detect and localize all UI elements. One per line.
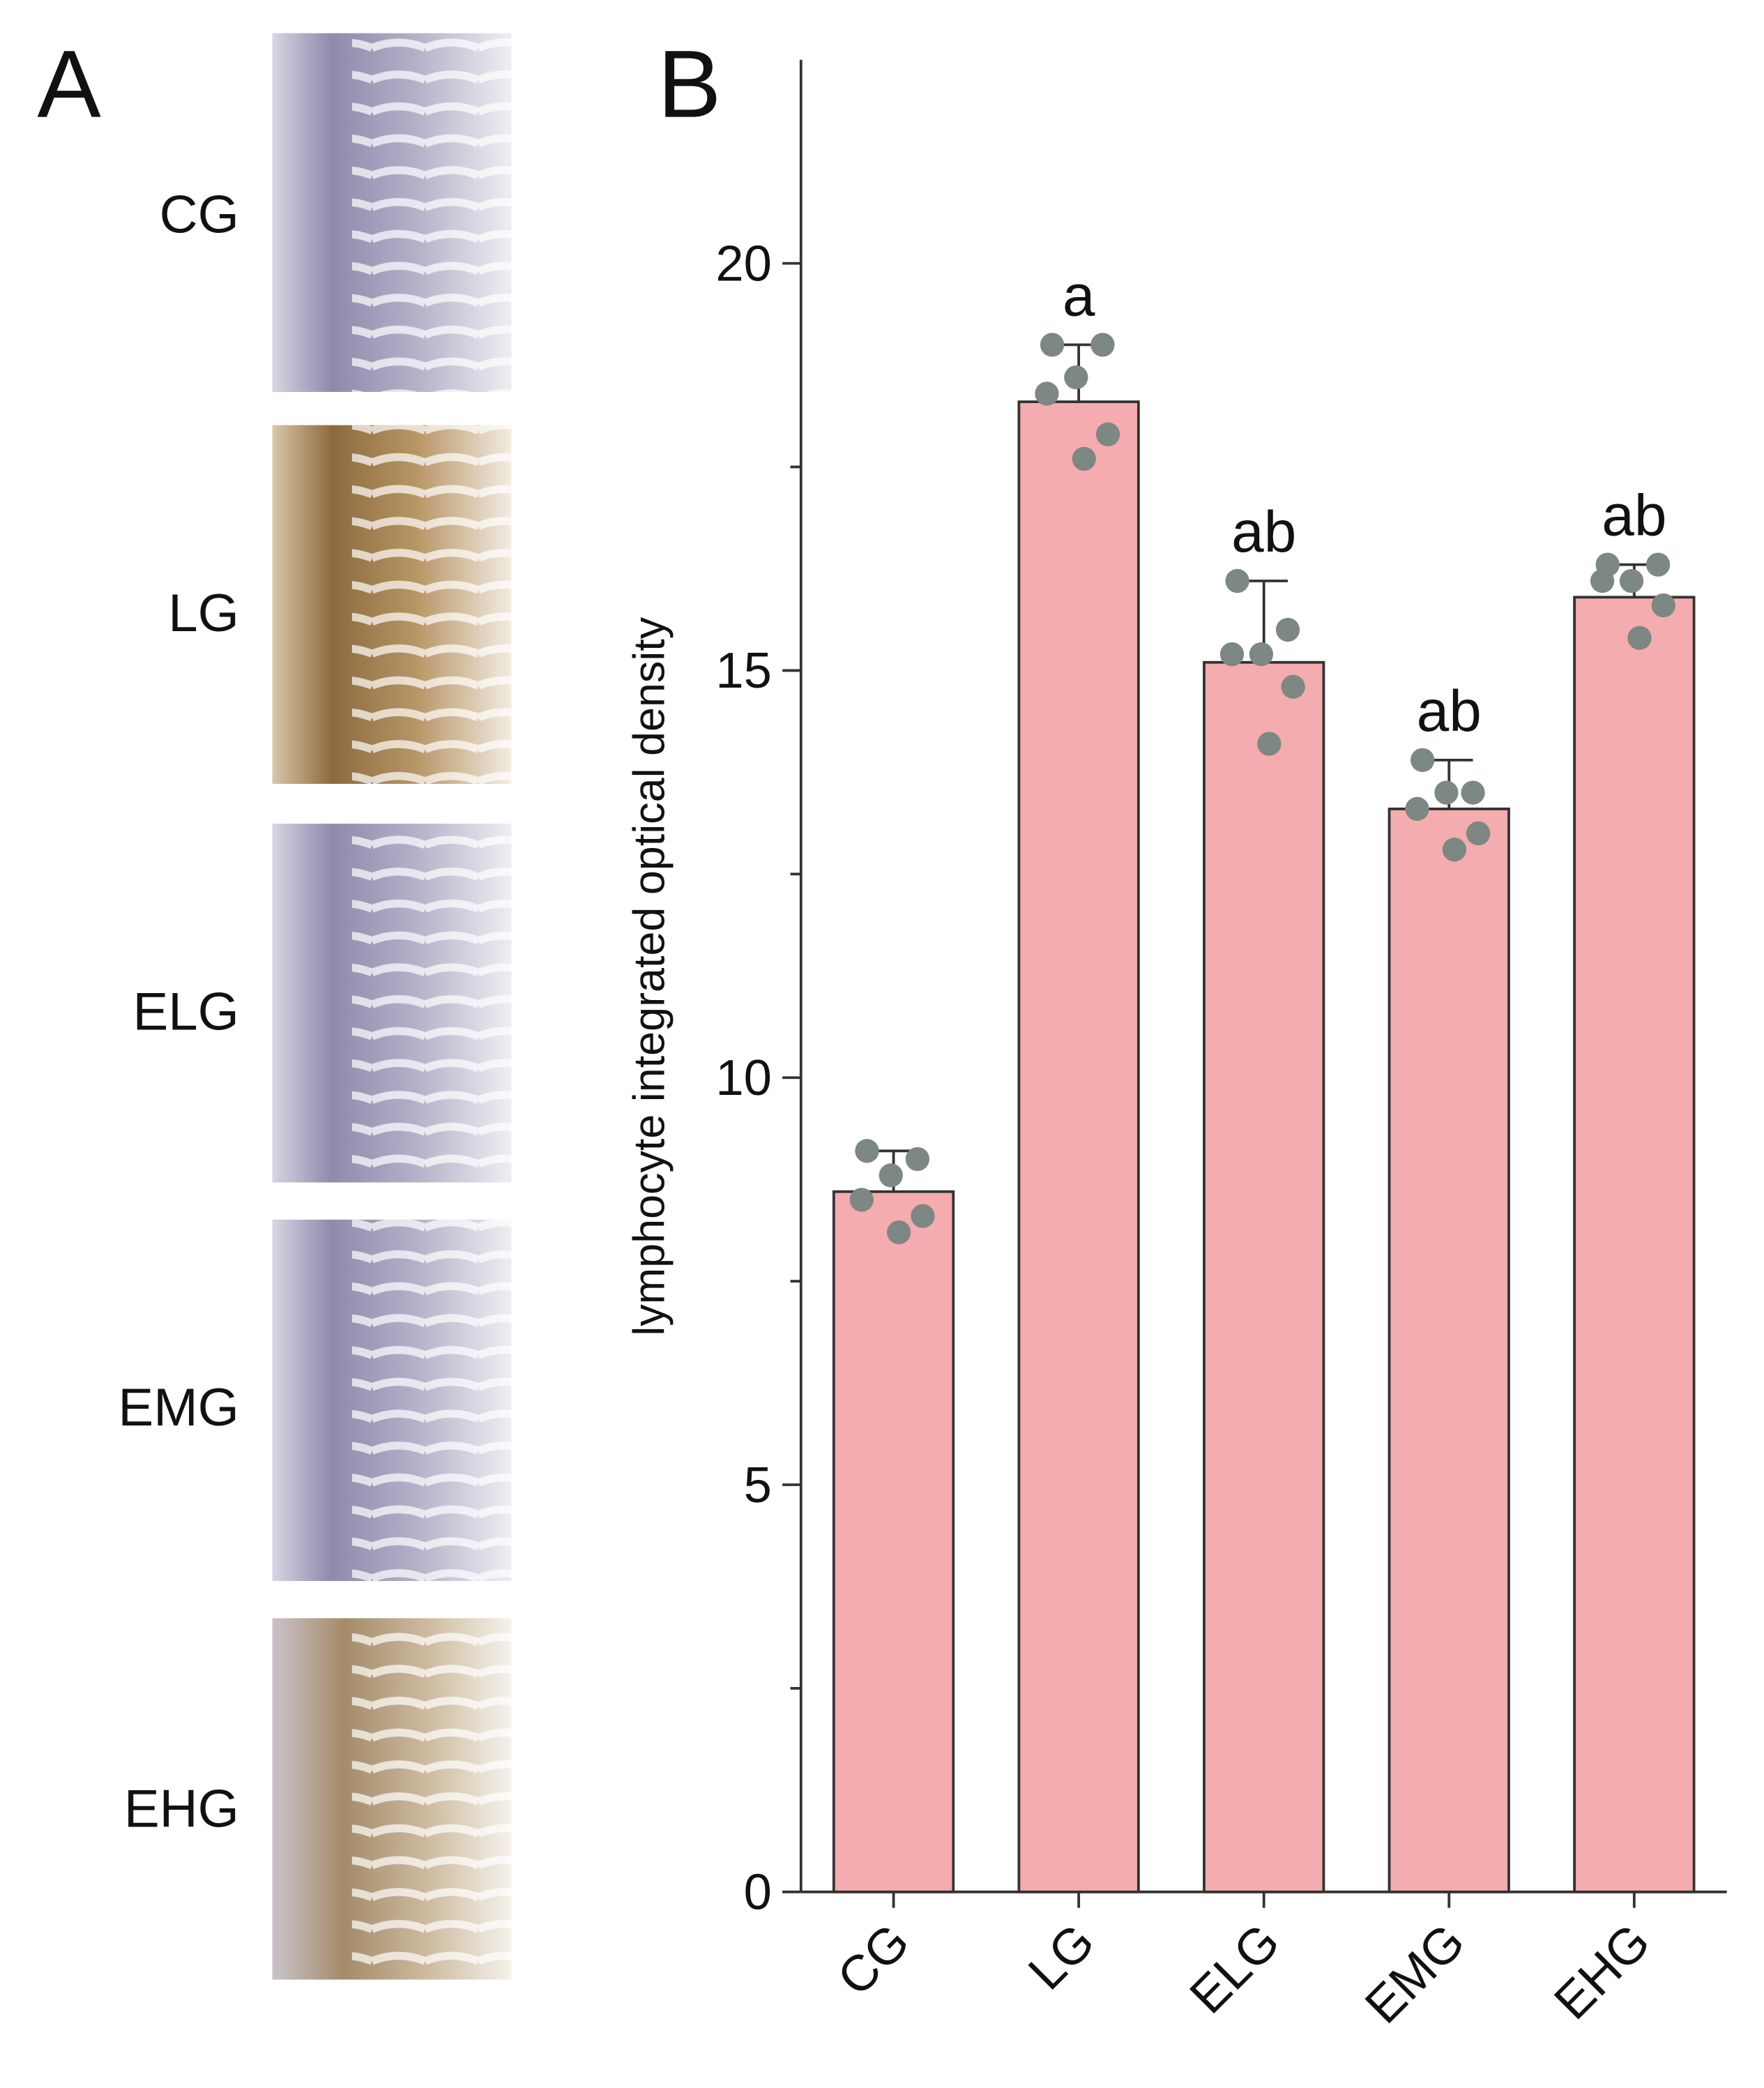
data-point: [855, 1139, 879, 1163]
data-point: [1645, 552, 1671, 577]
bar: [1573, 596, 1696, 1893]
significance-label: ab: [1417, 678, 1482, 743]
panel-label: A: [37, 31, 101, 138]
data-point: [1040, 333, 1065, 357]
data-point: [1064, 365, 1088, 390]
x-tick-label: EHG: [1544, 1913, 1661, 2030]
image-texture: [351, 425, 512, 784]
panel-a: A CG LG ELG EMG EHG: [37, 31, 512, 1980]
data-point: [1072, 446, 1096, 471]
bar: [832, 1190, 955, 1893]
data-point: [1627, 626, 1652, 650]
image-texture: [351, 1219, 512, 1582]
sample-label: ELG: [132, 982, 238, 1041]
data-point: [1095, 422, 1120, 446]
y-tick-label: 0: [744, 1864, 772, 1921]
data-point: [1411, 748, 1435, 773]
data-point: [1405, 796, 1429, 822]
significance-label: ab: [1231, 499, 1296, 564]
x-tick-label: LG: [1018, 1913, 1106, 2001]
data-point: [849, 1188, 874, 1212]
significance-label: a: [1063, 262, 1095, 328]
x-tick-label: EMG: [1354, 1913, 1475, 2034]
data-point: [887, 1220, 911, 1245]
image-texture: [351, 33, 512, 392]
image-texture: [351, 824, 512, 1183]
y-tick-label: 10: [715, 1050, 772, 1106]
sample-label: EMG: [118, 1378, 239, 1437]
data-point: [911, 1204, 935, 1228]
bar: [1203, 660, 1325, 1893]
data-point: [1619, 568, 1644, 593]
data-point: [879, 1163, 903, 1188]
y-axis-label: lymphocyte integrated optical density: [625, 616, 674, 1336]
bar: [1017, 400, 1140, 1893]
image-texture: [351, 1618, 512, 1980]
data-point: [1219, 642, 1245, 667]
data-point: [1275, 617, 1300, 642]
sample-label: LG: [168, 584, 239, 643]
x-tick-label: CG: [827, 1913, 920, 2006]
data-point: [1434, 780, 1459, 805]
data-point: [1249, 642, 1274, 667]
data-point: [1651, 593, 1675, 618]
y-tick-label: 5: [744, 1457, 772, 1513]
data-point: [1090, 333, 1115, 357]
data-point: [1461, 780, 1485, 805]
x-tick-label: ELG: [1179, 1913, 1291, 2025]
data-point: [1590, 568, 1615, 593]
data-point: [1442, 838, 1467, 862]
bar: [1387, 808, 1510, 1893]
sample-label: EHG: [124, 1779, 239, 1838]
data-point: [1225, 568, 1249, 593]
y-tick-label: 15: [715, 642, 772, 699]
data-point: [905, 1147, 930, 1172]
significance-label: ab: [1602, 483, 1666, 548]
data-point: [1466, 821, 1491, 846]
panel-label: B: [657, 31, 721, 138]
data-point: [1281, 674, 1305, 699]
sample-label: CG: [160, 185, 239, 244]
data-point: [1035, 381, 1059, 406]
data-point: [1257, 732, 1282, 756]
y-tick-label: 20: [715, 235, 772, 292]
panel-b: B lymphocyte integrated optical density …: [625, 31, 1727, 2034]
